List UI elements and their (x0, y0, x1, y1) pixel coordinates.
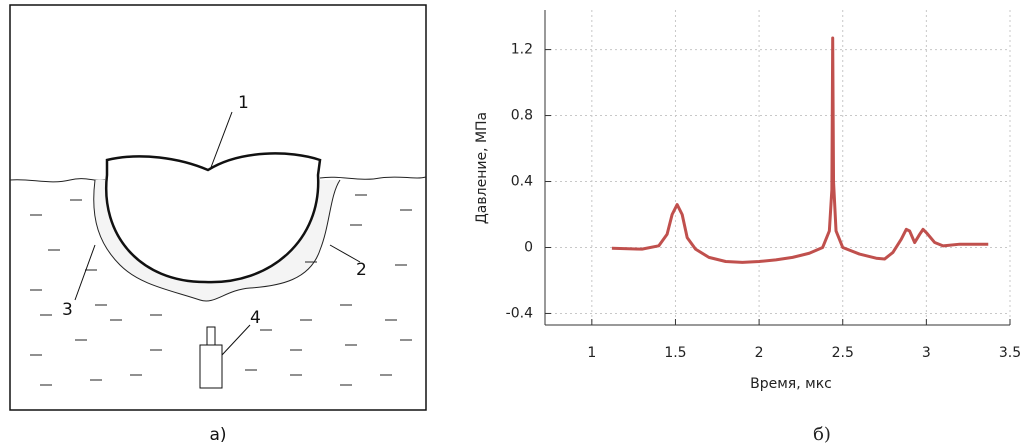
label: 2 (356, 260, 367, 280)
frame (9, 4, 427, 411)
y-axis-label: Давление, МПа (474, 112, 490, 224)
x-tick-label: 1.5 (664, 345, 686, 361)
soil-dashes (30, 194, 412, 386)
x-tick-label: 1 (587, 345, 596, 361)
x-tick-label: 3 (922, 345, 931, 361)
y-tick-label: 0.4 (511, 174, 533, 190)
x-tick-label: 3.5 (999, 345, 1021, 361)
leaders (74, 111, 361, 356)
x-tick-label: 2.5 (832, 345, 854, 361)
sensor (199, 344, 223, 389)
label: 4 (250, 308, 261, 328)
label: 1 (238, 93, 249, 113)
label: 3 (62, 300, 73, 320)
body (104, 152, 322, 284)
y-tick-label: -0.4 (506, 305, 533, 321)
x-axis-label: Время, мкс (750, 376, 832, 392)
x-tick-label: 2 (755, 345, 764, 361)
diagram: 1 2 3 4 а) (9, 4, 427, 445)
y-tick-label: 1.2 (511, 42, 533, 58)
caption: а) (209, 425, 226, 445)
y-tick-label: 0 (524, 239, 533, 255)
data-line (611, 36, 989, 264)
caption: б) (813, 424, 831, 445)
sensor-tip (206, 326, 216, 346)
y-tick-label: 0.8 (511, 108, 533, 124)
